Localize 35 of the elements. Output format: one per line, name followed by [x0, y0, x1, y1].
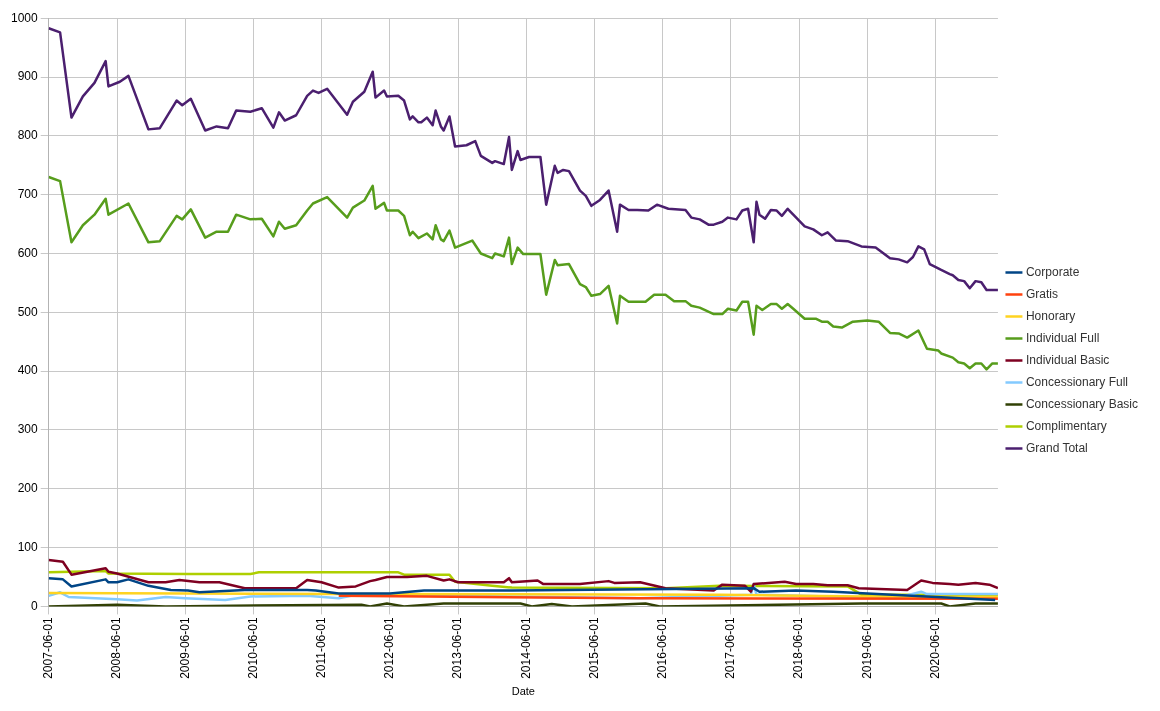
- y-tick-label: 100: [17, 539, 39, 554]
- y-tick-label: 700: [17, 186, 39, 201]
- y-tick-label: 600: [17, 245, 39, 260]
- x-tick-label: 2017-06-01: [723, 617, 738, 679]
- legend-label: Individual Full: [1025, 330, 1100, 345]
- legend-label: Gratis: [1025, 286, 1058, 301]
- x-tick-label: 2014-06-01: [518, 617, 533, 679]
- y-tick-label: 200: [17, 481, 39, 496]
- y-tick-label: 300: [17, 422, 39, 437]
- y-tick-label: 400: [17, 363, 39, 378]
- x-tick-label: 2007-06-01: [41, 617, 56, 679]
- legend-label: Individual Basic: [1025, 352, 1110, 367]
- legend-label: Corporate: [1025, 264, 1080, 279]
- x-tick-label: 2019-06-01: [859, 617, 874, 679]
- x-tick-label: 2013-06-01: [450, 617, 465, 679]
- x-tick-label: 2016-06-01: [655, 617, 670, 679]
- x-tick-label: 2009-06-01: [177, 617, 192, 679]
- y-tick-label: 800: [17, 128, 39, 143]
- y-tick-label: 0: [31, 598, 39, 613]
- x-tick-label: 2010-06-01: [245, 617, 260, 679]
- x-tick-label: 2018-06-01: [791, 617, 806, 679]
- x-tick-label: 2011-06-01: [313, 617, 328, 678]
- x-tick-label: 2020-06-01: [927, 617, 942, 679]
- y-tick-label: 500: [17, 304, 39, 319]
- y-tick-label: 1000: [10, 10, 39, 25]
- x-tick-label: 2015-06-01: [586, 617, 601, 679]
- y-tick-label: 900: [17, 69, 39, 84]
- legend-label: Grand Total: [1025, 440, 1088, 455]
- legend-label: Concessionary Full: [1025, 374, 1128, 389]
- legend-label: Honorary: [1025, 308, 1076, 323]
- x-axis-title: Date: [511, 685, 535, 698]
- x-tick-label: 2008-06-01: [109, 617, 124, 679]
- legend-label: Complimentary: [1025, 418, 1107, 433]
- legend-label: Concessionary Basic: [1025, 396, 1139, 411]
- x-tick-label: 2012-06-01: [382, 617, 397, 679]
